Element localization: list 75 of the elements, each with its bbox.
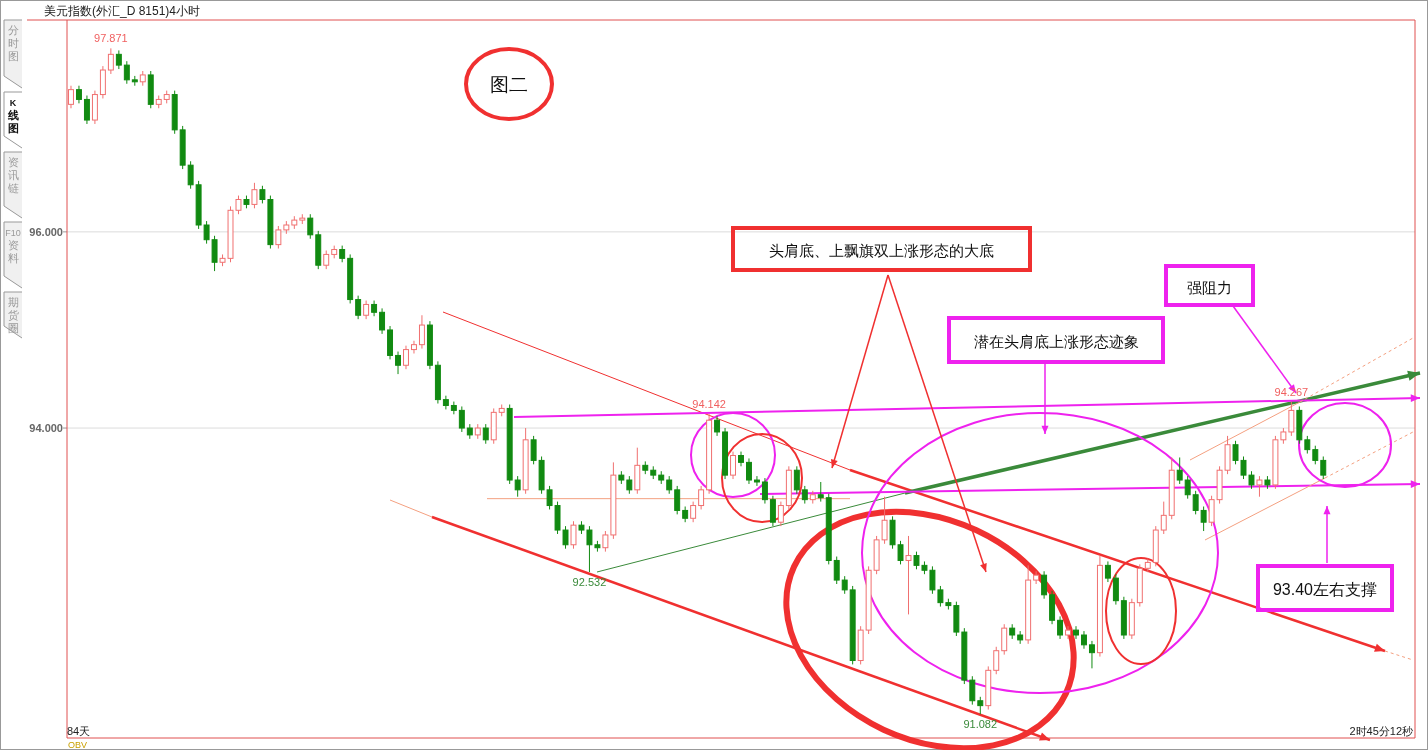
annotation: 头肩底、上飘旗双上涨形态的大底 xyxy=(768,242,994,259)
text: K线图 xyxy=(6,98,19,134)
annotation: 84天 xyxy=(67,725,91,737)
text: F10资料 xyxy=(5,228,21,264)
candlestick xyxy=(817,481,824,503)
candlestick xyxy=(379,307,386,335)
annotation: 91.082 xyxy=(963,718,998,731)
text: 资讯链 xyxy=(6,156,19,194)
candlestick xyxy=(418,314,425,350)
candlestick xyxy=(115,49,122,70)
text: 期货圈 xyxy=(7,296,19,334)
candlestick xyxy=(323,250,330,270)
candlestick xyxy=(482,423,489,445)
candlestick xyxy=(993,646,1000,675)
candlestick xyxy=(1200,506,1207,532)
candlestick xyxy=(355,295,362,320)
chart-title: 美元指数(外汇_D 8151)4小时 xyxy=(44,4,201,18)
candlestick xyxy=(746,457,752,485)
candlestick xyxy=(514,475,521,498)
candlestick xyxy=(1176,456,1183,485)
candlestick xyxy=(83,95,90,125)
candlestick xyxy=(761,477,768,505)
candlestick xyxy=(450,401,457,415)
candlestick xyxy=(730,451,736,480)
candlestick xyxy=(1088,640,1095,669)
candlestick xyxy=(1057,615,1064,640)
candlestick xyxy=(1256,475,1263,498)
y-tick-label: 94.000 xyxy=(29,422,63,435)
annotation: 强阻力 xyxy=(1186,279,1232,296)
candlestick xyxy=(458,405,465,433)
annotation: 94.267 xyxy=(1274,385,1309,398)
candlestick xyxy=(1073,625,1079,640)
candlestick xyxy=(411,340,417,354)
candlestick xyxy=(969,675,976,706)
candlestick xyxy=(1160,501,1167,535)
annotation: 93.40左右支撑 xyxy=(1272,581,1378,598)
candlestick xyxy=(769,495,776,527)
text: OBV xyxy=(68,740,88,750)
annotation: 图二 xyxy=(490,74,528,95)
candlestick xyxy=(1312,445,1319,465)
annotation: 2时45分12秒 xyxy=(1349,725,1413,737)
annotation: 94.142 xyxy=(692,398,726,411)
candlestick xyxy=(1192,490,1199,515)
candlestick xyxy=(1033,570,1040,585)
candlestick xyxy=(570,520,577,550)
candlestick xyxy=(1041,570,1048,600)
candlestick xyxy=(403,345,409,370)
annotation: 潜在头肩底上涨形态迹象 xyxy=(973,333,1139,350)
candlestick xyxy=(833,556,840,585)
candlestick xyxy=(1001,623,1008,656)
candlestick xyxy=(1320,455,1327,480)
annotation: 97.871 xyxy=(94,32,128,45)
candlestick xyxy=(123,60,130,85)
candlestick xyxy=(395,351,401,375)
candlestick xyxy=(107,47,114,75)
candlestick xyxy=(905,535,912,615)
candlestick xyxy=(753,475,760,487)
candlestick xyxy=(698,485,705,510)
candlestick xyxy=(777,501,784,527)
y-tick-label: 96.000 xyxy=(29,225,63,238)
candlestick xyxy=(674,485,681,515)
text: 分时图 xyxy=(7,24,19,62)
candlestick xyxy=(793,465,800,495)
candlestick xyxy=(1104,560,1111,583)
candlestick xyxy=(690,501,697,523)
candlestick xyxy=(68,85,74,109)
candlestick xyxy=(1112,573,1119,606)
candlestick xyxy=(714,415,721,437)
candlestick xyxy=(363,300,370,320)
candlestick xyxy=(307,213,314,240)
candlestick xyxy=(251,182,258,209)
candlestick xyxy=(1065,625,1072,640)
candlestick xyxy=(275,225,282,250)
candlestick xyxy=(1184,475,1191,500)
annotation: 92.532 xyxy=(572,576,607,589)
